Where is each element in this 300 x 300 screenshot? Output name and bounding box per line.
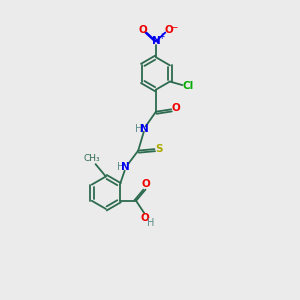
Text: −: −	[170, 23, 177, 32]
Text: O: O	[142, 179, 150, 189]
Text: S: S	[155, 143, 163, 154]
Text: O: O	[171, 103, 180, 113]
Text: O: O	[164, 25, 173, 35]
Text: O: O	[140, 214, 149, 224]
Text: N: N	[152, 36, 160, 46]
Text: +: +	[158, 32, 164, 41]
Text: O: O	[139, 25, 147, 35]
Text: H: H	[117, 162, 124, 172]
Text: H: H	[147, 218, 154, 228]
Text: CH₃: CH₃	[84, 154, 101, 163]
Text: Cl: Cl	[182, 81, 194, 91]
Text: N: N	[140, 124, 148, 134]
Text: H: H	[135, 124, 143, 134]
Text: N: N	[121, 162, 130, 172]
